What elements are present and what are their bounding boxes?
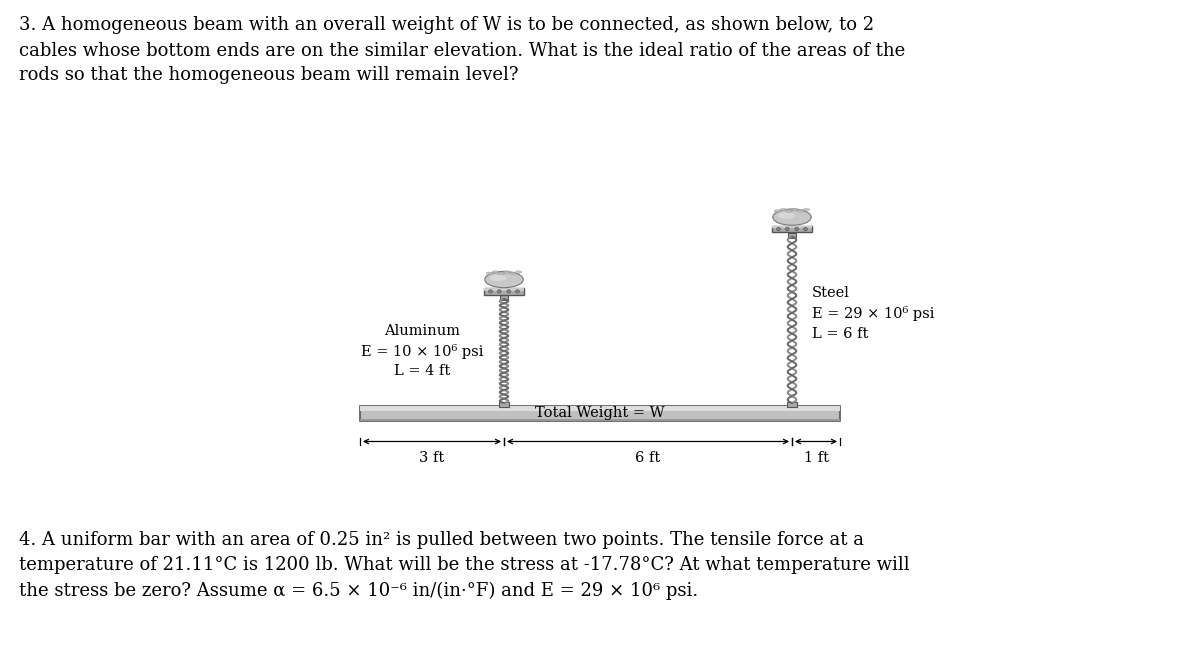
Text: 1 ft: 1 ft: [804, 451, 828, 465]
Text: Total Weight = W: Total Weight = W: [535, 407, 665, 420]
Ellipse shape: [778, 213, 794, 218]
Ellipse shape: [506, 290, 511, 293]
Ellipse shape: [804, 228, 808, 230]
Bar: [772, 226, 812, 228]
Ellipse shape: [486, 272, 493, 275]
Bar: [360, 406, 840, 421]
Bar: [484, 288, 524, 294]
Text: Aluminum
E = 10 × 10⁶ psi
L = 4 ft: Aluminum E = 10 × 10⁶ psi L = 4 ft: [361, 324, 484, 378]
Ellipse shape: [488, 290, 492, 293]
Ellipse shape: [515, 271, 522, 273]
Ellipse shape: [490, 275, 506, 281]
Bar: [484, 288, 524, 291]
Bar: [772, 226, 812, 232]
Ellipse shape: [485, 271, 523, 288]
Ellipse shape: [794, 228, 799, 230]
Bar: [787, 402, 797, 407]
Text: 6 ft: 6 ft: [635, 451, 661, 465]
Bar: [499, 295, 509, 300]
Ellipse shape: [497, 290, 502, 293]
Ellipse shape: [786, 210, 792, 212]
Text: 4. A uniform bar with an area of 0.25 in² is pulled between two points. The tens: 4. A uniform bar with an area of 0.25 in…: [19, 531, 910, 600]
Ellipse shape: [492, 271, 499, 273]
Text: 3 ft: 3 ft: [419, 451, 445, 465]
Ellipse shape: [797, 210, 804, 212]
Text: 3. A homogeneous beam with an overall weight of W is to be connected, as shown b: 3. A homogeneous beam with an overall we…: [19, 16, 906, 84]
Ellipse shape: [774, 210, 781, 212]
Ellipse shape: [498, 272, 504, 275]
Ellipse shape: [780, 209, 787, 211]
Bar: [360, 406, 840, 411]
Ellipse shape: [776, 228, 780, 230]
Ellipse shape: [792, 209, 798, 211]
Bar: [360, 419, 840, 421]
Ellipse shape: [509, 272, 516, 275]
Bar: [499, 402, 509, 407]
Text: Steel
E = 29 × 10⁶ psi
L = 6 ft: Steel E = 29 × 10⁶ psi L = 6 ft: [812, 286, 935, 341]
Ellipse shape: [516, 290, 520, 293]
Ellipse shape: [773, 209, 811, 225]
Ellipse shape: [504, 271, 510, 273]
Ellipse shape: [785, 228, 790, 230]
Ellipse shape: [803, 209, 810, 211]
Bar: [787, 233, 797, 238]
